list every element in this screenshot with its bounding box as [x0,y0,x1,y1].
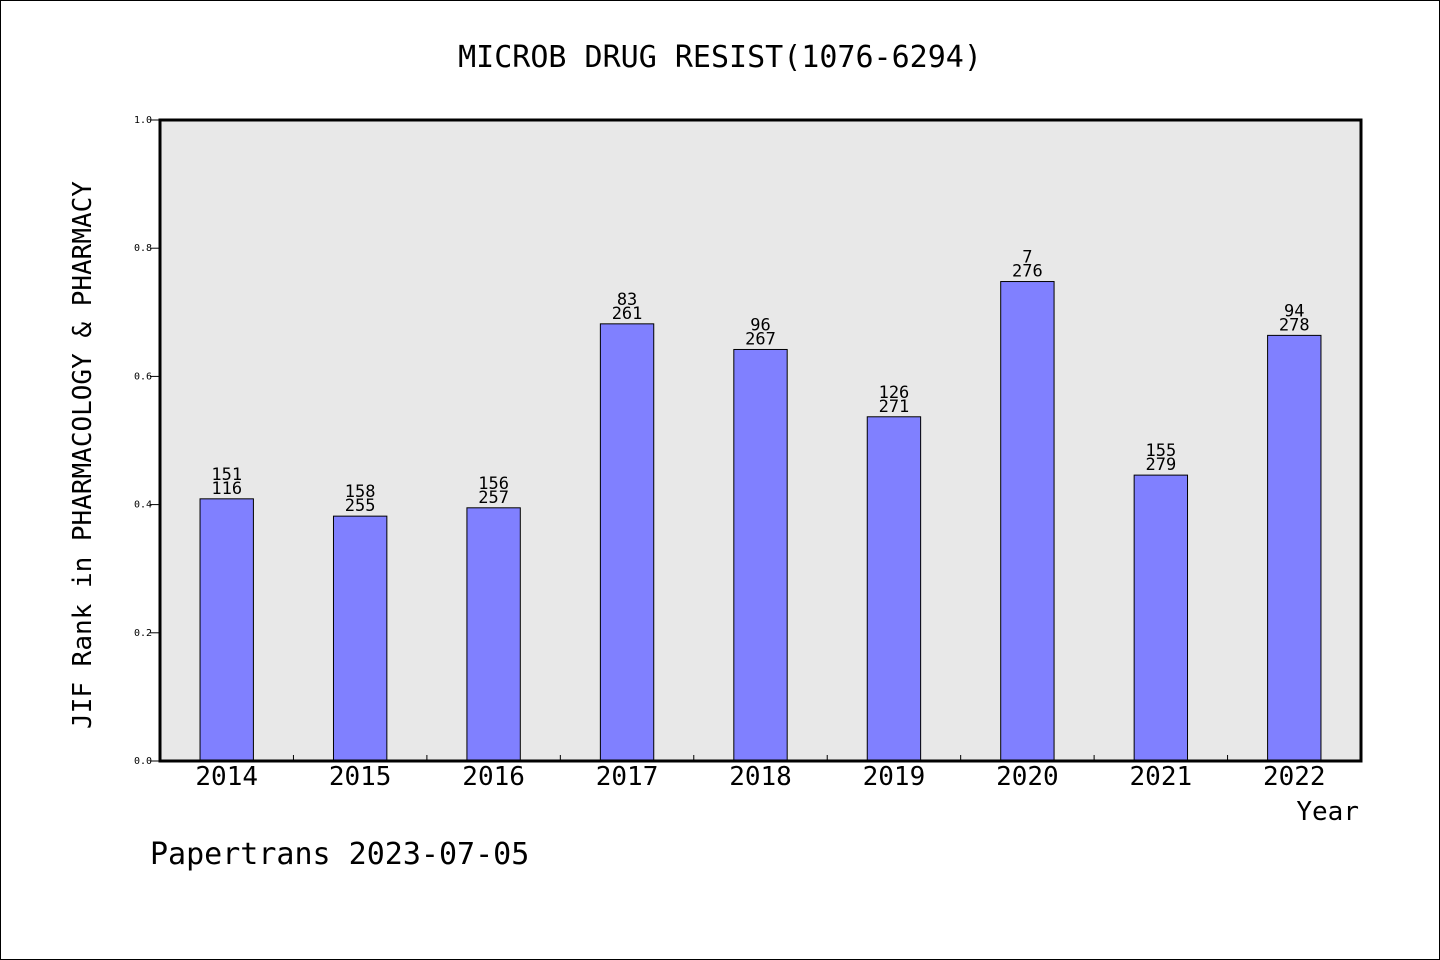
x-axis-label: Year [1296,797,1359,827]
x-tick-label-2017: 2017 [596,762,659,792]
plot-border [158,118,1363,763]
rank-label-2015: 158 [345,482,376,502]
total-label-2020: 276 [1012,262,1043,282]
y-tick-label: 0.8 [134,243,152,254]
bar-2014 [199,498,254,762]
bars-layer [199,281,1322,762]
x-tick-label-2019: 2019 [863,762,926,792]
rank-label-2016: 156 [478,474,509,494]
bar-2015 [332,515,388,762]
footer-credit: Papertrans 2023-07-05 [150,837,529,872]
total-label-2014: 116 [211,479,242,499]
x-tick-label-2015: 2015 [329,762,392,792]
rank-label-2020: 7 [1022,248,1032,268]
total-label-2017: 261 [612,304,643,324]
y-tick-label: 0.0 [134,756,152,767]
x-tick-label-2021: 2021 [1130,762,1193,792]
rank-label-2021: 155 [1145,441,1176,461]
y-tick-label: 0.6 [134,371,152,382]
x-tick-label-2016: 2016 [462,762,525,792]
y-axis-label: JIF Rank in PHARMACOLOGY & PHARMACY [68,181,98,729]
total-label-2019: 271 [879,397,910,417]
bar-2017 [599,323,655,762]
total-label-2018: 267 [745,329,776,349]
rank-label-2017: 83 [617,290,637,310]
bar-2019 [866,416,922,762]
total-label-2022: 278 [1279,315,1310,335]
bar-2018 [733,348,788,762]
bar-2021 [1133,474,1189,762]
y-tick-label: 0.4 [134,500,152,511]
x-tick-label-2014: 2014 [195,762,258,792]
rank-label-2022: 94 [1284,301,1304,321]
total-label-2021: 279 [1145,455,1176,475]
x-tick-label-2020: 2020 [996,762,1059,792]
total-label-2016: 257 [478,488,509,508]
bar-2016 [466,507,521,762]
rank-label-2018: 96 [750,315,770,335]
x-tick-label-2022: 2022 [1263,762,1326,792]
y-tick-label: 1.0 [134,115,152,126]
chart-title: MICROB DRUG RESIST(1076-6294) [458,40,982,75]
rank-label-2014: 151 [211,465,242,485]
axes-layer: 2014 2015 2016 2017 2018 2019 2020 2021 2022 0.0 0… [134,115,1326,792]
total-label-2015: 255 [345,496,376,516]
rank-label-2019: 126 [879,383,910,403]
bar-2020 [1000,281,1055,762]
bar-2022 [1267,334,1322,762]
y-tick-label: 0.2 [134,628,152,639]
x-tick-label-2018: 2018 [729,762,792,792]
